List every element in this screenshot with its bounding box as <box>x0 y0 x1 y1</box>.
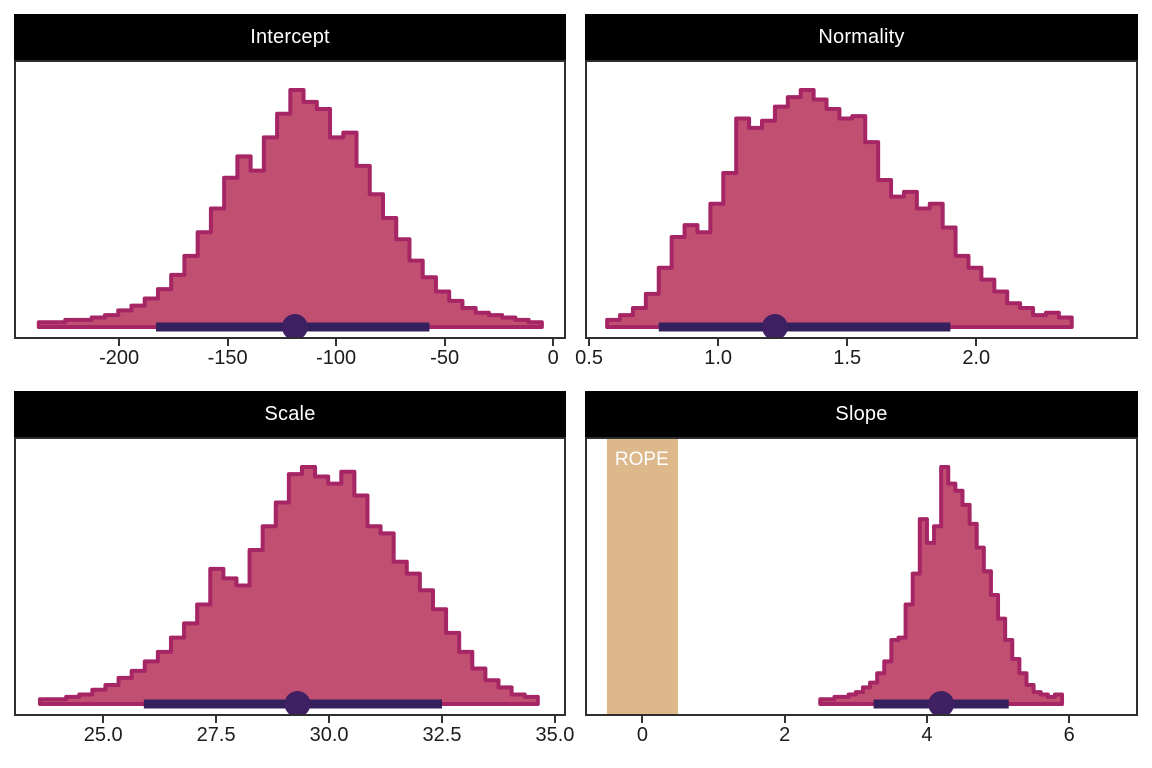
axis-tick-label: 30.0 <box>309 724 349 746</box>
rope-label: ROPE <box>615 449 669 470</box>
panel-title: Scale <box>264 402 316 425</box>
axis-tick-mark <box>226 339 229 346</box>
axis-tick-label: 6 <box>1063 724 1075 746</box>
panel-scale: Scale 25.0 27.5 30.0 32.5 35.0 <box>14 391 574 754</box>
axis-tick-label: 35.0 <box>535 724 575 746</box>
panel-title: Normality <box>818 25 905 48</box>
panel-title: Slope <box>835 402 888 425</box>
panel-title: Intercept <box>250 25 330 48</box>
axis-tick-label: 4 <box>921 724 933 746</box>
plot-area: ROPE <box>585 437 1138 716</box>
axis-tick-mark <box>443 339 446 346</box>
posterior-histogram: ROPE <box>606 439 1065 714</box>
panel-intercept: Intercept -200 -150 -100 -50 0 <box>14 14 566 377</box>
x-axis: 0.5 1.0 1.5 2.0 <box>575 339 1138 377</box>
plot-area <box>585 60 1138 339</box>
axis-tick-label: 27.5 <box>196 724 236 746</box>
axis-tick-mark <box>118 339 121 346</box>
histogram-shape <box>37 465 540 706</box>
axis-tick-label: 1.0 <box>704 347 733 369</box>
histogram-shape <box>605 88 1074 329</box>
panel-normality: Normality 0.5 1.0 1.5 2.0 <box>575 14 1138 377</box>
point-estimate-dot <box>761 314 788 337</box>
panel-title-strip: Slope <box>585 391 1138 437</box>
axis-tick-mark <box>553 716 556 723</box>
plot-area <box>14 437 566 716</box>
axis-tick-label: 25.0 <box>83 724 123 746</box>
axis-tick-mark <box>328 716 331 723</box>
axis-tick-mark <box>552 339 555 346</box>
axis-tick-mark <box>215 716 218 723</box>
rope-band <box>606 439 679 714</box>
axis-tick-mark <box>641 716 644 723</box>
posterior-histogram <box>36 88 544 337</box>
axis-tick-label: 0 <box>547 347 559 369</box>
plot-area <box>14 60 566 339</box>
posterior-histogram <box>605 88 1074 337</box>
point-estimate-dot <box>928 691 955 714</box>
axis-tick-mark <box>783 716 786 723</box>
axis-tick-mark <box>1068 716 1071 723</box>
panel-title-strip: Intercept <box>14 14 566 60</box>
point-estimate-dot <box>284 691 311 714</box>
axis-tick-mark <box>846 339 849 346</box>
axis-tick-mark <box>717 339 720 346</box>
axis-tick-label: -50 <box>430 347 460 369</box>
axis-tick-label: 0.5 <box>575 347 603 369</box>
axis-tick-mark <box>102 716 105 723</box>
histogram-shape <box>36 88 544 329</box>
axis-tick-mark <box>335 339 338 346</box>
axis-tick-mark <box>588 339 591 346</box>
axis-tick-label: 2 <box>779 724 791 746</box>
axis-tick-mark <box>925 716 928 723</box>
axis-tick-label: -100 <box>316 347 357 369</box>
x-axis: -200 -150 -100 -50 0 <box>14 339 566 377</box>
panel-title-strip: Normality <box>585 14 1138 60</box>
posterior-histogram <box>37 465 540 714</box>
axis-tick-label: -200 <box>99 347 140 369</box>
x-axis: 25.0 27.5 30.0 32.5 35.0 <box>14 716 574 754</box>
histogram-shape <box>818 465 1065 706</box>
axis-tick-label: 32.5 <box>422 724 462 746</box>
panel-title-strip: Scale <box>14 391 566 437</box>
axis-tick-label: 2.0 <box>962 347 991 369</box>
point-estimate-dot <box>281 314 308 337</box>
axis-tick-mark <box>975 339 978 346</box>
panel-slope: Slope ROPE 0 2 4 6 <box>585 391 1138 754</box>
axis-tick-label: 0 <box>636 724 649 746</box>
axis-tick-label: -150 <box>207 347 248 369</box>
axis-tick-mark <box>441 716 444 723</box>
x-axis: 0 2 4 6 <box>585 716 1138 754</box>
axis-tick-label: 1.5 <box>833 347 862 369</box>
